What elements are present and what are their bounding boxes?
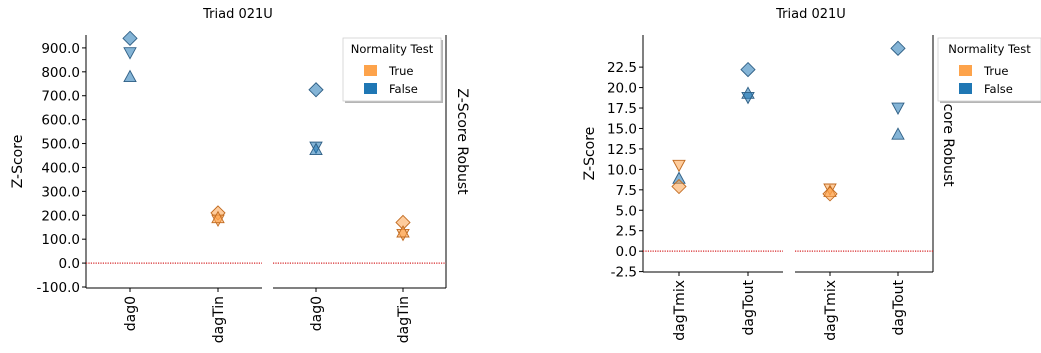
data-point-diamond	[308, 82, 324, 98]
data-point-triangle-up	[211, 210, 225, 224]
y-tick-label: 20.0	[607, 81, 637, 97]
y-axis-label: Z-Score	[582, 127, 598, 181]
y-tick-label: 0.0	[616, 244, 637, 260]
right-axis-label: Z-Score Robust	[940, 80, 956, 187]
y-tick-label: 17.5	[607, 101, 637, 117]
legend-label: True	[388, 64, 413, 78]
y-tick-label: 7.5	[616, 183, 637, 199]
legend-box	[342, 37, 442, 102]
data-point-triangle-down	[123, 47, 137, 60]
data-point-diamond	[740, 61, 756, 78]
x-tick-label: dagTmix	[823, 280, 839, 341]
y-tick-label: 200.0	[41, 208, 80, 224]
data-point-triangle-up	[396, 225, 410, 238]
legend-label: True	[983, 64, 1008, 78]
data-point-diamond	[890, 40, 906, 56]
x-tick-label: dag0	[123, 296, 139, 331]
x-tick-label: dagTout	[741, 279, 757, 335]
y-tick-label: 10.0	[607, 162, 637, 178]
legend-swatch	[959, 65, 972, 76]
data-point-triangle-up	[891, 127, 905, 140]
y-tick-label: -100.0	[36, 280, 80, 296]
panel-2: dag0 dagTin	[273, 82, 446, 343]
y-tick-label: 100.0	[41, 232, 80, 248]
chart-title: Triad 021U	[202, 7, 273, 22]
chart-group-1: Triad 021U Z-Score -100.0 0.0 100.0 200.0 300.…	[10, 7, 470, 343]
panel-1: dag0 dagTin	[86, 30, 262, 343]
y-tick-label: 5.0	[616, 203, 637, 219]
y-axis-label: Z-Score	[10, 135, 26, 189]
y-tick-label: 22.5	[607, 60, 637, 76]
legend-title: Normality Test	[351, 42, 434, 56]
data-point-diamond	[822, 186, 838, 202]
panel-2: dagTmix dagTout	[795, 40, 933, 341]
data-point-triangle-down	[672, 159, 686, 173]
y-tick-label: -2.5	[611, 265, 637, 281]
x-tick-label: dagTin	[396, 296, 412, 343]
data-point-triangle-up	[123, 69, 137, 83]
y-tick-label: 700.0	[41, 89, 80, 105]
y-tick-label: 12.5	[607, 142, 637, 158]
y-tick-label: 15.0	[607, 121, 637, 137]
data-point-diamond	[122, 30, 138, 46]
right-axis-label: Z-Score Robust	[454, 88, 470, 195]
data-point-diamond	[671, 178, 687, 195]
y-tick-label: 500.0	[41, 137, 80, 153]
data-point-triangle-down	[891, 102, 905, 115]
chart-group-2: Triad 021U Z-Score -2.5 0.0 2.5 5.0 7.5 10.0 12.…	[582, 7, 1041, 341]
legend-label: False	[389, 82, 418, 96]
legend-title: Normality Test	[948, 42, 1031, 56]
legend-box	[937, 37, 1041, 102]
y-tick-label: 900.0	[41, 41, 80, 57]
x-tick-label: dagTmix	[672, 280, 688, 341]
y-tick-label: 0.0	[59, 256, 80, 272]
y-tick-label: 300.0	[41, 184, 80, 200]
panel-1: dagTmix dagTout	[643, 61, 783, 341]
legend-label: False	[984, 82, 1013, 96]
legend-swatch	[364, 83, 377, 94]
x-tick-label: dag0	[309, 296, 325, 331]
y-tick-label: 800.0	[41, 65, 80, 81]
legend-swatch	[959, 83, 972, 94]
y-tick-label: 400.0	[41, 160, 80, 176]
x-tick-label: dagTout	[891, 279, 907, 335]
y-tick-label: 2.5	[616, 224, 637, 240]
legend: Normality Test True False	[342, 37, 443, 103]
legend-swatch	[364, 65, 377, 76]
legend: Normality Test True False	[937, 37, 1041, 103]
y-tick-label: 600.0	[41, 113, 80, 129]
data-point-triangle-up	[309, 142, 323, 155]
data-point-triangle-down	[741, 91, 755, 105]
x-tick-label: dagTin	[211, 296, 227, 343]
chart-title: Triad 021U	[775, 7, 846, 22]
